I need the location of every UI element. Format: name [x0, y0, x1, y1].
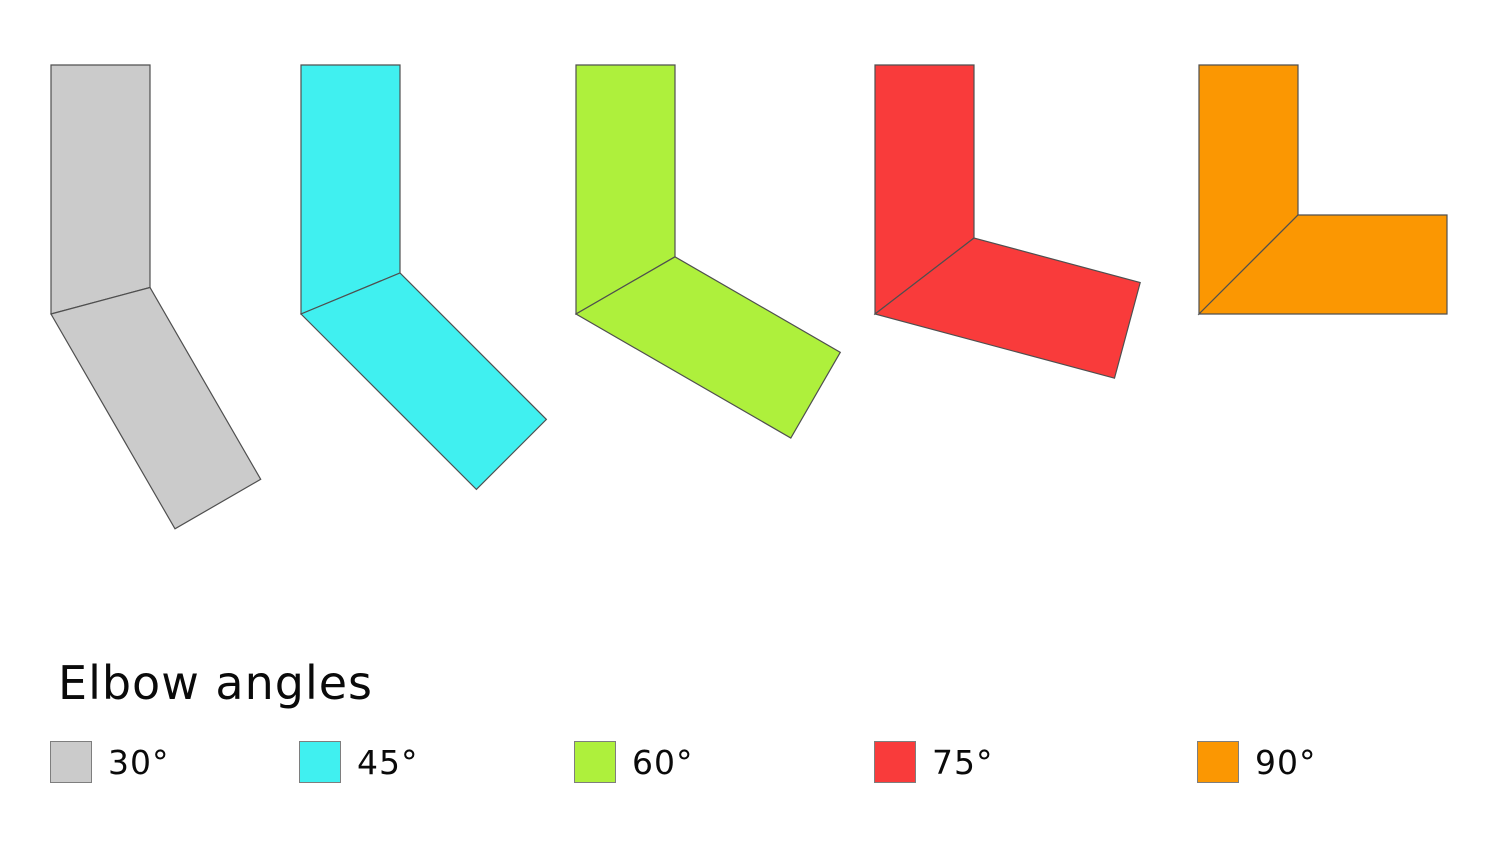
- legend-swatch-60deg: [574, 741, 616, 783]
- legend-item-30deg: 30°: [50, 741, 170, 783]
- legend-item-45deg: 45°: [299, 741, 419, 783]
- elbow-lower-arm-45deg: [299, 272, 548, 491]
- legend-label-60deg: 60°: [632, 742, 694, 782]
- legend-label-30deg: 30°: [108, 742, 170, 782]
- legend-label-90deg: 90°: [1255, 742, 1317, 782]
- elbow-lower-arm-60deg: [574, 256, 842, 439]
- legend-item-90deg: 90°: [1197, 741, 1317, 783]
- legend-label-45deg: 45°: [357, 742, 419, 782]
- legend-swatch-45deg: [299, 741, 341, 783]
- elbow-lower-arm-30deg: [50, 286, 262, 530]
- legend-swatch-30deg: [50, 741, 92, 783]
- legend-item-60deg: 60°: [574, 741, 694, 783]
- legend-label-75deg: 75°: [932, 742, 994, 782]
- elbow-lower-arm-75deg: [873, 237, 1141, 379]
- legend-swatch-75deg: [874, 741, 916, 783]
- figure-title: Elbow angles: [58, 656, 374, 710]
- legend-item-75deg: 75°: [874, 741, 994, 783]
- legend-swatch-90deg: [1197, 741, 1239, 783]
- elbow-lower-arm-90deg: [1197, 214, 1448, 315]
